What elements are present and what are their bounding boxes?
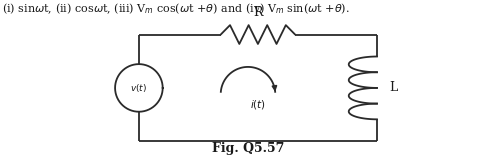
Text: $v(t)$: $v(t)$: [130, 82, 147, 94]
Text: R: R: [253, 6, 263, 19]
Text: (i) sin$\omega$t, (ii) cos$\omega$t, (iii) V$_m$ cos($\omega$t +$\theta$) and (i: (i) sin$\omega$t, (ii) cos$\omega$t, (ii…: [2, 2, 350, 16]
Text: $i(t)$: $i(t)$: [250, 98, 266, 111]
Text: L: L: [389, 81, 398, 94]
Text: Fig. Q5.57: Fig. Q5.57: [212, 142, 284, 155]
